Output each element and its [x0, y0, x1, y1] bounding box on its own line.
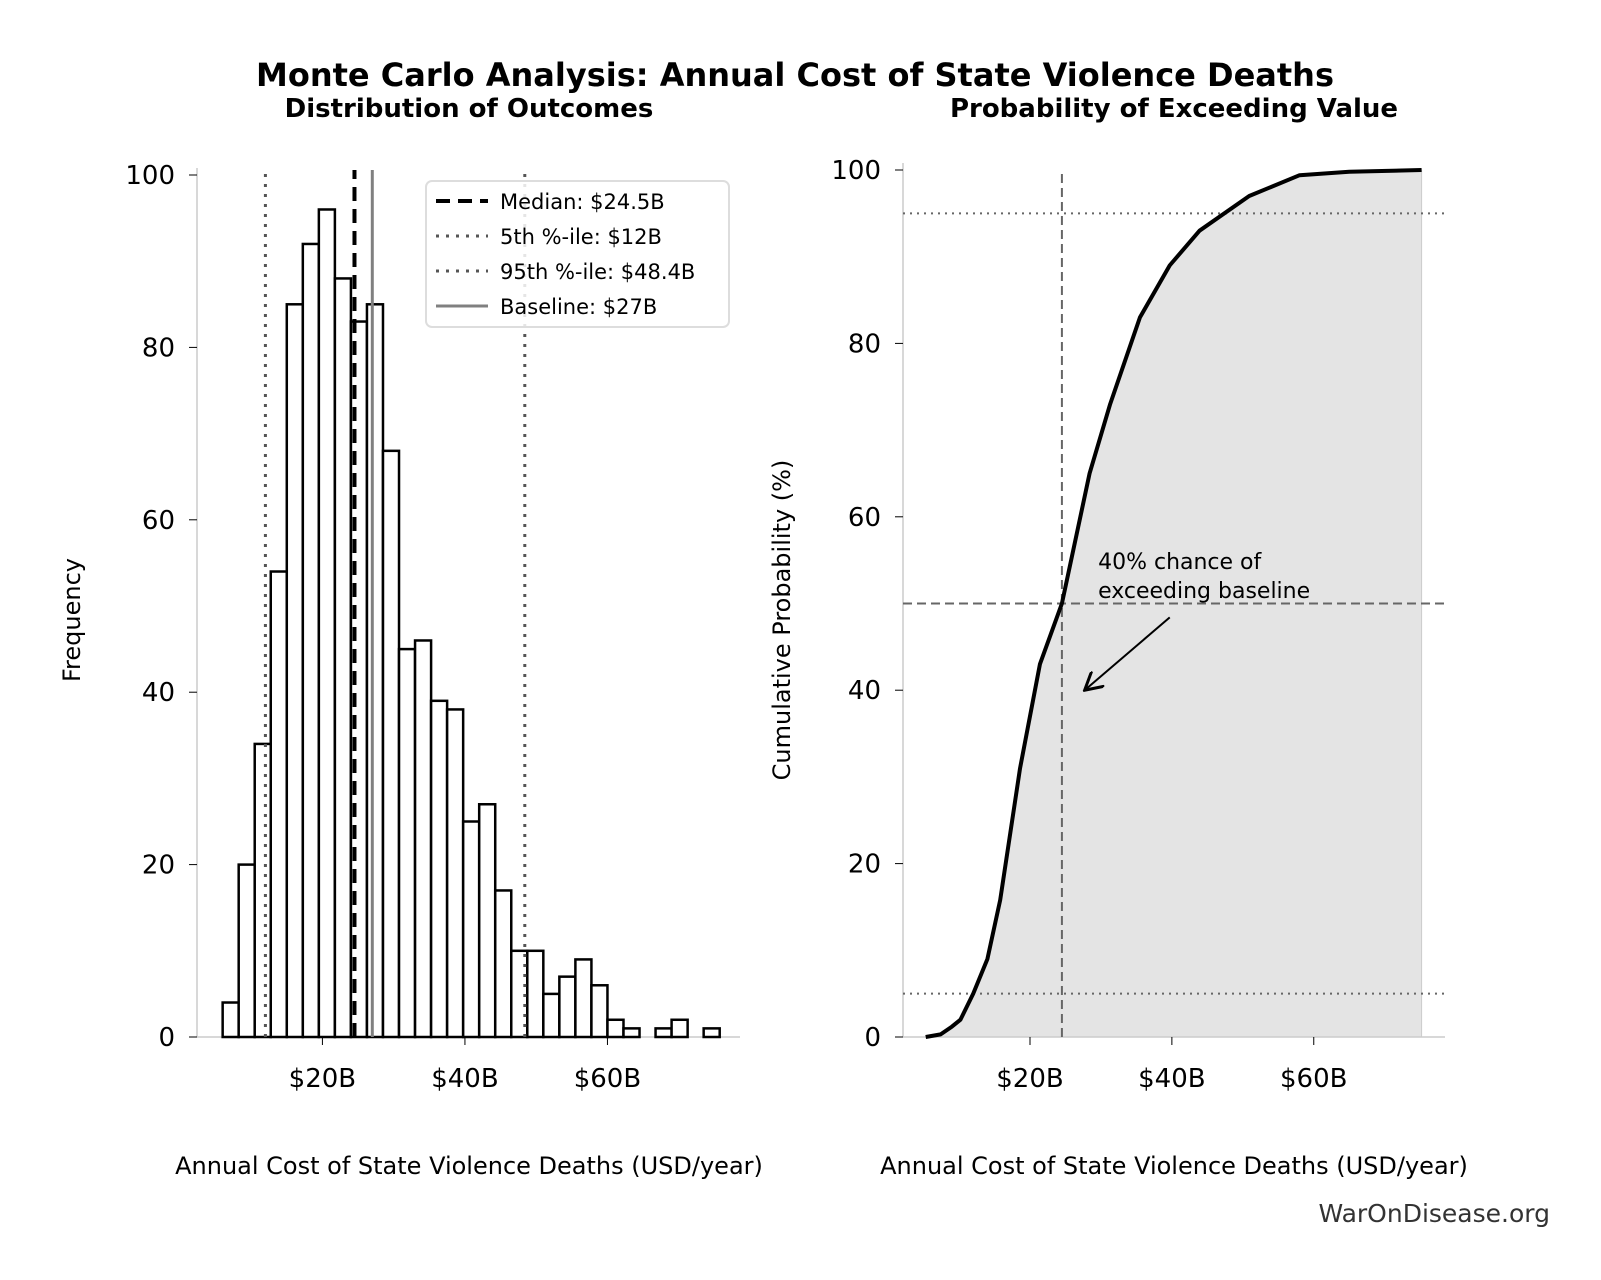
histogram-bar [237, 863, 256, 1039]
annotation-text: 40% chance of [1098, 550, 1262, 575]
legend-label: 95th %-ile: $48.4B [500, 260, 695, 284]
watermark: WarOnDisease.org [1318, 1199, 1550, 1228]
y-tick-label: 80 [848, 329, 881, 359]
cdf-panel: $20B $40B $60B 0 20 40 60 80 100 40% chance of exc… [831, 156, 1445, 1094]
histogram-bar [606, 1018, 625, 1039]
cdf-line [925, 168, 1422, 1039]
x-tick-label: $20B [289, 1064, 356, 1094]
y-tick-label: 60 [142, 506, 175, 536]
histogram-bar [397, 647, 417, 1039]
histogram-panel: $20B $40B $60B 0 20 40 60 80 100 Median: $24.5B 5t… [125, 161, 740, 1094]
right-ylabel: Cumulative Probability (%) [768, 460, 796, 781]
y-tick-label: 40 [142, 678, 175, 708]
histogram-bar [317, 208, 337, 1039]
main-title: Monte Carlo Analysis: Annual Cost of Sta… [256, 56, 1334, 94]
left-subtitle: Distribution of Outcomes [285, 94, 654, 124]
histogram-bar [477, 803, 497, 1039]
histogram-bar [413, 639, 433, 1039]
y-tick-label: 20 [142, 851, 175, 881]
histogram-bar [285, 303, 305, 1039]
x-tick-label: $20B [996, 1064, 1063, 1094]
legend-label: 5th %-ile: $12B [500, 225, 662, 249]
y-tick-label: 100 [831, 156, 881, 186]
legend-label: Baseline: $27B [500, 295, 657, 319]
histogram-bar [269, 570, 289, 1039]
y-tick-label: 100 [125, 161, 175, 191]
x-tick-label: $60B [574, 1064, 641, 1094]
y-tick-label: 60 [848, 503, 881, 533]
histogram-bar [558, 975, 577, 1039]
left-xlabel: Annual Cost of State Violence Deaths (US… [175, 1152, 763, 1180]
y-tick-label: 20 [848, 850, 881, 880]
histogram-bar [702, 1027, 721, 1039]
annotation-arrow [1085, 616, 1171, 690]
y-tick-label: 40 [848, 676, 881, 706]
histogram-bar [526, 949, 545, 1039]
left-ylabel: Frequency [58, 558, 86, 682]
histogram-bar [445, 708, 465, 1039]
x-tick-label: $60B [1280, 1064, 1347, 1094]
legend-box [425, 180, 730, 328]
histogram-bar [253, 742, 273, 1039]
right-subtitle: Probability of Exceeding Value [950, 94, 1398, 124]
histogram-bar [493, 889, 513, 1039]
histogram-bar [590, 984, 609, 1039]
histogram-bar [333, 277, 353, 1039]
histogram-bar [461, 820, 481, 1039]
y-tick-label: 0 [158, 1023, 175, 1053]
legend-label: Median: $24.5B [500, 190, 665, 214]
y-tick-label: 0 [864, 1023, 881, 1053]
annotation-text: exceeding baseline [1098, 579, 1310, 604]
right-xlabel: Annual Cost of State Violence Deaths (US… [880, 1152, 1468, 1180]
histogram-bar [542, 992, 561, 1039]
histogram-bar [301, 242, 321, 1039]
x-tick-label: $40B [1138, 1064, 1205, 1094]
histogram-bar [365, 303, 385, 1039]
histogram-bar [622, 1027, 641, 1039]
histogram-bar [429, 699, 449, 1039]
histogram-bar [221, 1001, 240, 1039]
y-tick-label: 80 [142, 333, 175, 363]
histogram-bar [574, 958, 593, 1039]
legend: Median: $24.5B 5th %-ile: $12B 95th %-ile:… [425, 180, 730, 328]
histogram-bar [654, 1027, 673, 1039]
histogram-bar [381, 449, 401, 1039]
histogram-bar [670, 1018, 689, 1039]
x-tick-label: $40B [431, 1064, 498, 1094]
